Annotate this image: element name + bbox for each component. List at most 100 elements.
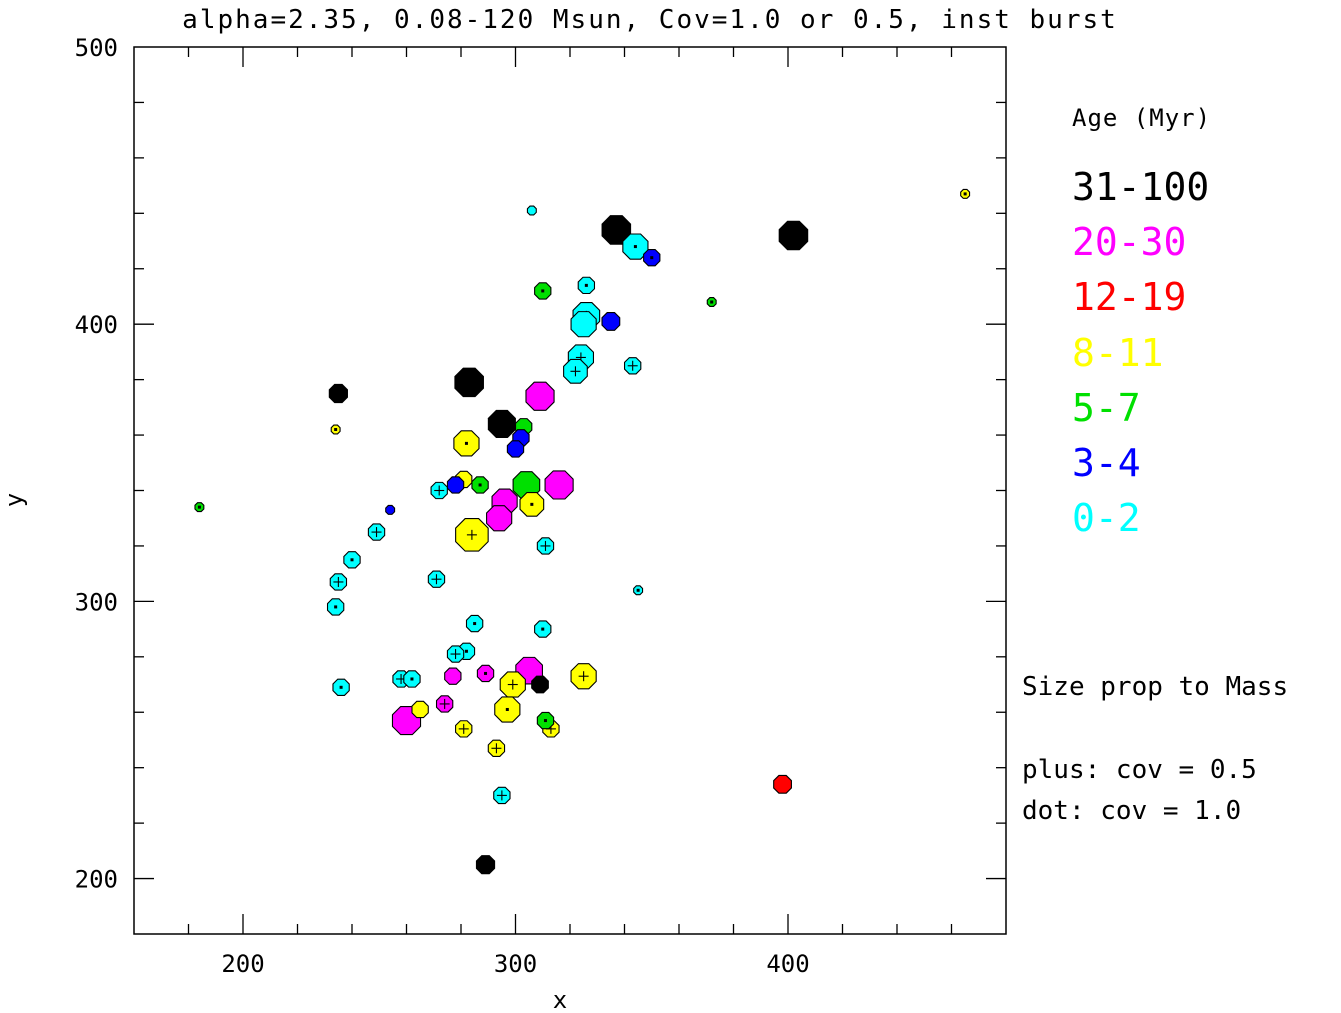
data-point (194, 502, 205, 513)
point-dot (484, 671, 488, 675)
point-marker (446, 476, 465, 494)
data-point (486, 505, 513, 532)
point-dot (636, 588, 640, 592)
point-marker (487, 409, 516, 439)
y-tick-label: 400 (75, 311, 118, 339)
point-marker (601, 311, 621, 331)
data-point (544, 470, 574, 500)
point-dot (464, 441, 468, 445)
point-marker (328, 383, 348, 404)
x-axis-label: x (553, 986, 567, 1013)
legend-entry: 5-7 (1072, 386, 1141, 430)
data-point (465, 614, 484, 633)
x-tick-label: 300 (494, 950, 537, 978)
data-point (435, 695, 454, 713)
legend-entry: 12-19 (1072, 275, 1186, 319)
x-tick-label: 400 (766, 950, 809, 978)
data-point (476, 664, 495, 683)
data-point (475, 855, 496, 875)
data-point (487, 409, 516, 439)
point-dot (530, 502, 534, 506)
data-point (455, 518, 489, 552)
legend-entry: 3-4 (1072, 441, 1141, 485)
data-point (493, 786, 511, 805)
point-marker (570, 311, 597, 338)
data-point (643, 248, 661, 267)
data-point (577, 276, 596, 295)
data-point (519, 491, 545, 517)
data-point (329, 573, 348, 591)
point-dot (334, 428, 338, 432)
annotations: Size prop to Mass plus: cov = 0.5 dot: c… (1022, 672, 1288, 826)
point-marker (411, 700, 429, 719)
y-tick-label: 300 (75, 588, 118, 616)
data-point (525, 381, 555, 411)
data-point (494, 696, 521, 723)
data-point (570, 311, 597, 338)
point-dot (410, 677, 414, 681)
point-marker (454, 367, 484, 398)
data-point (534, 282, 552, 300)
point-dot (473, 622, 477, 626)
data-point (403, 670, 421, 688)
point-dot (650, 256, 654, 260)
legend-entry: 0-2 (1072, 496, 1141, 540)
data-point (430, 481, 448, 500)
data-point (453, 430, 480, 457)
data-point (570, 663, 597, 690)
point-marker (506, 440, 525, 458)
point-marker (544, 470, 574, 500)
data-point (960, 188, 971, 199)
point-marker (444, 667, 462, 685)
data-point (446, 476, 465, 494)
point-dot (541, 627, 545, 631)
x-axis: 200 300 400 (187, 47, 953, 978)
data-point (773, 774, 792, 794)
data-point (332, 678, 350, 696)
legend-title: Age (Myr) (1072, 104, 1211, 132)
data-point (427, 570, 446, 588)
y-tick-label: 200 (75, 866, 118, 894)
legend-entry: 8-11 (1072, 331, 1164, 375)
point-marker (778, 220, 809, 251)
point-dot (543, 719, 547, 723)
legend: Age (Myr) 31-100 20-30 12-19 8-11 5-7 3-… (1072, 104, 1211, 540)
data-point (330, 424, 341, 435)
point-dot (339, 685, 343, 689)
data-point (601, 215, 632, 245)
point-marker (525, 381, 555, 411)
point-dot (963, 192, 967, 196)
point-marker (531, 675, 549, 694)
point-dot (197, 505, 201, 509)
data-point (526, 205, 537, 216)
point-dot (478, 483, 482, 487)
data-point (536, 537, 555, 555)
data-point (633, 585, 644, 596)
data-point (367, 523, 386, 541)
note-dot: dot: cov = 1.0 (1022, 796, 1241, 826)
chart-title: alpha=2.35, 0.08-120 Msun, Cov=1.0 or 0.… (182, 5, 1118, 35)
point-dot (541, 289, 545, 293)
data-point (506, 440, 525, 458)
point-marker (475, 855, 496, 875)
point-dot (633, 245, 637, 249)
data-point (411, 700, 429, 719)
point-marker (773, 774, 792, 794)
data-point (778, 220, 809, 251)
data-point (454, 367, 484, 398)
data-point (487, 739, 506, 757)
data-point (343, 551, 361, 569)
point-dot (334, 605, 338, 609)
legend-entry: 20-30 (1072, 220, 1186, 264)
data-point (601, 311, 621, 331)
data-point (536, 711, 555, 730)
data-point (563, 358, 588, 384)
data-points (194, 188, 971, 875)
note-size: Size prop to Mass (1022, 672, 1288, 702)
point-dot (350, 558, 354, 562)
data-point (471, 476, 489, 494)
point-marker (486, 505, 513, 532)
data-point (534, 620, 552, 638)
data-point (531, 675, 549, 694)
